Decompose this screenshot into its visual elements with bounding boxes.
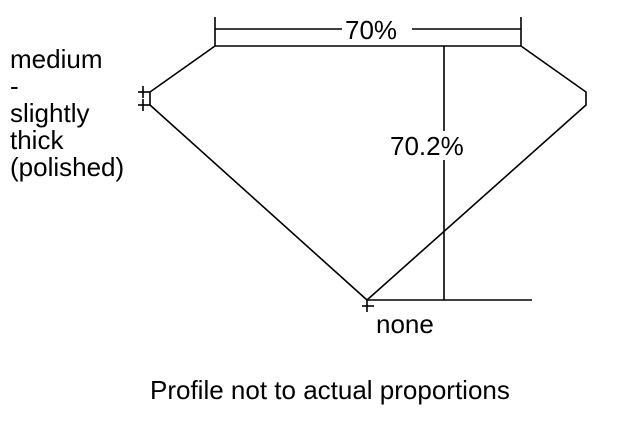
culet-label: none bbox=[376, 309, 434, 339]
girdle-marker bbox=[138, 86, 150, 111]
depth-percent-label: 70.2% bbox=[390, 131, 464, 161]
caption: Profile not to actual proportions bbox=[150, 375, 510, 405]
table-percent-label: 70% bbox=[345, 15, 398, 45]
girdle-thickness-label: medium - slightly thick (polished) bbox=[10, 44, 125, 182]
culet-marker bbox=[362, 300, 374, 312]
diamond-outline bbox=[149, 45, 587, 302]
